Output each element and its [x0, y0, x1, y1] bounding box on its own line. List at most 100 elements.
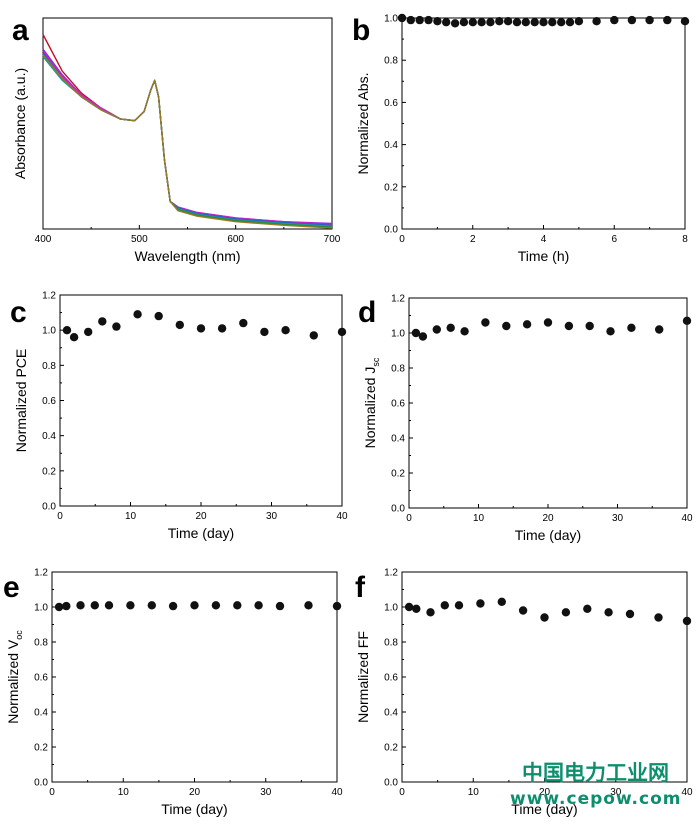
- data-point: [260, 327, 269, 337]
- x-tick-label: 10: [118, 787, 130, 798]
- data-point: [477, 18, 486, 27]
- y-tick-label: 1.0: [34, 603, 48, 614]
- x-tick-label: 40: [681, 513, 693, 524]
- data-point: [406, 15, 415, 25]
- plot-frame: [42, 17, 333, 230]
- spectrum-line-2: [42, 48, 333, 225]
- data-point: [233, 601, 242, 610]
- data-point: [610, 15, 619, 25]
- data-point: [415, 15, 424, 25]
- data-point: [585, 321, 594, 331]
- data-point: [561, 608, 571, 617]
- data-point: [254, 601, 263, 610]
- data-point: [62, 601, 71, 611]
- y-axis-label-subscript: oc: [14, 630, 24, 640]
- data-point: [98, 317, 107, 326]
- y-tick-label: 1.2: [391, 294, 405, 305]
- data-point: [69, 333, 79, 342]
- data-point: [497, 597, 506, 606]
- panel-label: f: [355, 571, 366, 604]
- data-point: [147, 601, 156, 610]
- data-point: [522, 320, 532, 329]
- data-point: [275, 601, 285, 611]
- y-tick-label: 0.8: [384, 56, 398, 67]
- y-axis-label: Normalized FF: [355, 631, 371, 723]
- y-axis-label: Normalized PCE: [13, 349, 29, 452]
- data-point: [625, 609, 635, 619]
- x-tick-label: 40: [681, 787, 693, 798]
- data-point: [540, 613, 549, 622]
- data-point: [530, 18, 539, 27]
- panel-label: b: [352, 14, 370, 47]
- y-tick-label: 1.0: [391, 329, 405, 340]
- x-tick-label: 20: [189, 787, 201, 798]
- data-point: [557, 18, 566, 27]
- x-tick-label: 0: [49, 787, 55, 798]
- spectrum-line-6: [42, 54, 333, 228]
- x-tick-label: 20: [195, 511, 207, 522]
- y-tick-label: 0.4: [384, 708, 398, 719]
- y-axis-label-text: Normalized PCE: [13, 349, 29, 452]
- data-point: [486, 18, 495, 27]
- x-tick-label: 6: [611, 234, 617, 245]
- y-axis-label: Absorbance (a.u.): [12, 68, 28, 179]
- spectrum-line-1: [42, 34, 333, 228]
- y-axis-label-text: Normalized FF: [355, 631, 371, 723]
- x-tick-label: 40: [336, 511, 348, 522]
- watermark: 中国电力工业网 www.cepow.com: [510, 761, 681, 809]
- panel-d: 0 10 20 30 40 0.0 0.2 0.4 0.6 0.8 1.0 1.2 d Time (day…: [358, 294, 693, 544]
- y-tick-label: 0.0: [384, 778, 398, 789]
- data-point: [460, 327, 469, 336]
- panel-label: d: [358, 296, 376, 329]
- data-point: [54, 602, 64, 612]
- data-point: [548, 18, 557, 27]
- data-point: [682, 316, 692, 325]
- y-tick-label: 0.0: [34, 778, 48, 789]
- data-point: [404, 602, 414, 612]
- y-axis-label-text: Normalized Abs.: [355, 73, 371, 175]
- data-point: [84, 327, 93, 337]
- data-point: [424, 15, 433, 25]
- data-point: [309, 331, 318, 340]
- data-point: [454, 601, 464, 610]
- data-point: [440, 601, 449, 610]
- data-point: [168, 601, 178, 611]
- y-tick-label: 0.6: [391, 399, 405, 410]
- x-axis-label: Time (h): [518, 248, 570, 264]
- data-point: [543, 318, 553, 327]
- data-point: [481, 318, 490, 327]
- y-tick-label: 1.0: [384, 603, 398, 614]
- data-point: [432, 325, 441, 334]
- spectrum-line-5: [42, 56, 333, 227]
- data-point: [592, 17, 601, 26]
- data-point: [476, 599, 485, 608]
- data-point: [90, 601, 100, 610]
- x-tick-label: 0: [399, 787, 405, 798]
- y-tick-label: 1.0: [384, 14, 398, 25]
- data-point: [411, 328, 421, 338]
- panel-a: 400 500 600 700 a Wavelength (nm) Absorbance (…: [12, 14, 341, 264]
- y-tick-label: 0.0: [391, 504, 405, 515]
- data-point: [304, 601, 313, 610]
- y-tick-label: 1.0: [42, 326, 56, 337]
- y-tick-label: 0.6: [384, 98, 398, 109]
- data-point: [190, 601, 199, 610]
- y-tick-label: 0.8: [384, 638, 398, 649]
- data-point: [604, 608, 613, 617]
- data-point: [645, 15, 654, 25]
- spectrum-line-7: [42, 54, 333, 229]
- spectrum-line-4: [42, 52, 333, 226]
- data-point: [433, 17, 442, 26]
- data-point: [503, 17, 513, 26]
- panel-b: 0 2 4 6 8 0.0 0.2 0.4 0.6 0.8 1.0 b Time (h) Normaliz…: [352, 14, 690, 264]
- data-point: [62, 326, 72, 335]
- data-point: [337, 327, 347, 337]
- y-tick-label: 0.4: [384, 140, 398, 151]
- x-axis-label: Time (day): [515, 527, 581, 543]
- data-point: [574, 17, 584, 26]
- x-tick-label: 0: [406, 513, 412, 524]
- y-tick-label: 0.2: [42, 466, 56, 477]
- data-point: [76, 601, 85, 610]
- data-point: [606, 327, 615, 336]
